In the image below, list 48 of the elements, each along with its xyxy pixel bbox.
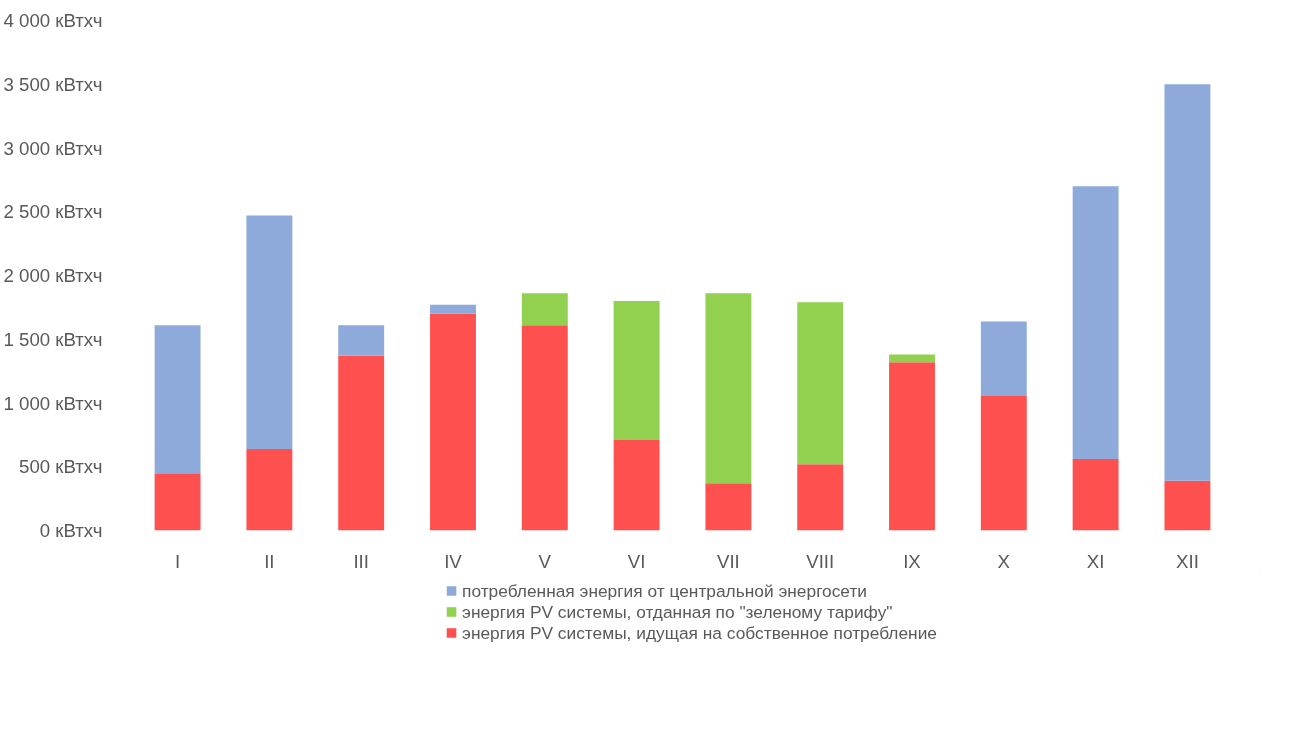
x-tick-label: I xyxy=(174,550,181,572)
y-tick-label: 2 500 кВтхч xyxy=(3,201,103,223)
x-tick-label: IX xyxy=(903,550,922,572)
bar xyxy=(797,302,844,465)
bar xyxy=(980,395,1027,531)
y-tick-label: 2 000 кВтхч xyxy=(3,265,103,286)
y-tick-label: 4 000 кВтхч xyxy=(3,10,103,31)
bar xyxy=(613,301,660,440)
bar xyxy=(246,448,293,531)
y-tick-label: 3 500 кВтхч xyxy=(3,73,103,95)
bar xyxy=(613,439,660,531)
bar xyxy=(889,354,935,363)
bar xyxy=(1072,186,1119,460)
x-tick-label: VII xyxy=(717,550,740,572)
x-tick-label: X xyxy=(997,550,1011,572)
bar xyxy=(797,464,844,531)
legend-label: потребленная энергия от центральной энергосети xyxy=(462,580,868,601)
bar xyxy=(154,325,201,474)
x-tick-label: XI xyxy=(1086,550,1105,572)
y-tick-label: 3 000 кВтхч xyxy=(3,137,103,159)
legend-label: энергия PV системы, отданная по "зеленому тарифу" xyxy=(462,601,893,622)
bar xyxy=(246,215,293,449)
bar xyxy=(154,473,201,531)
bar xyxy=(430,313,476,531)
x-tick-label: IV xyxy=(444,550,463,572)
bar xyxy=(338,325,385,356)
bar xyxy=(705,483,752,531)
x-tick-label: VI xyxy=(627,550,646,572)
legend-label: энергия PV системы, идущая на собственное потребление xyxy=(462,622,937,643)
bar xyxy=(338,355,385,531)
x-tick-label: V xyxy=(538,550,552,572)
bar xyxy=(705,293,752,484)
x-tick-label: XII xyxy=(1176,550,1199,572)
y-tick-label: 1 500 кВтхч xyxy=(3,328,103,350)
bar xyxy=(430,304,476,314)
x-tick-label: III xyxy=(353,550,369,572)
bar xyxy=(980,321,1027,396)
y-tick-label: 1 000 кВтхч xyxy=(3,392,103,414)
bar xyxy=(1072,459,1119,531)
y-tick-label: 500 кВтхч xyxy=(19,456,103,478)
x-tick-label: II xyxy=(264,550,275,572)
bar xyxy=(521,325,568,531)
bar xyxy=(889,362,935,531)
x-tick-label: VIII xyxy=(806,550,835,572)
bar xyxy=(1164,480,1211,531)
y-tick-label: 0 кВтхч xyxy=(39,520,103,541)
bar xyxy=(1164,84,1211,481)
bar xyxy=(521,293,568,326)
